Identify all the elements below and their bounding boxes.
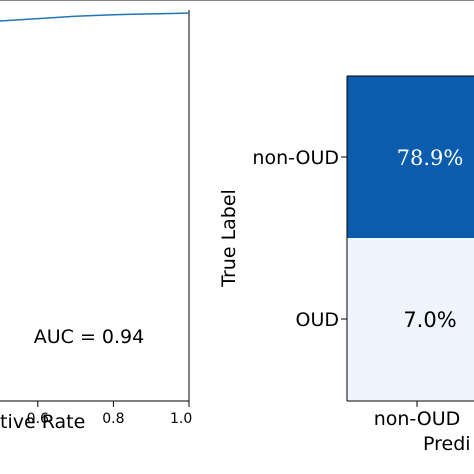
roc-x-ticks: 0.6 0.8 1.0 — [27, 401, 192, 427]
roc-chart: 0.6 0.8 1.0 AUC = 0.94 tive Rate — [0, 10, 192, 433]
cell-value-nonoud-nonoud: 78.9% — [397, 146, 464, 170]
roc-curve — [0, 12, 190, 22]
cm-x-axis-label: Predi — [423, 433, 471, 455]
cell-nonoud-nonoud — [347, 76, 474, 238]
row-label-nonoud: non-OUD — [252, 147, 339, 169]
roc-x-tick-label: 0.8 — [102, 411, 124, 427]
cell-oud-nonoud — [347, 238, 474, 400]
roc-x-tick-label: 0.6 — [27, 411, 49, 427]
confusion-matrix: non-OUD OUD non-OUD Predi True Label 78.… — [218, 75, 474, 455]
col-label-nonoud: non-OUD — [374, 408, 461, 430]
cm-y-axis-label: True Label — [218, 189, 240, 288]
auc-annotation: AUC = 0.94 — [34, 326, 144, 348]
row-label-oud: OUD — [296, 309, 340, 331]
image-top-border — [0, 0, 474, 1]
cell-value-oud-nonoud: 7.0% — [403, 308, 456, 332]
roc-x-axis-label: tive Rate — [0, 411, 85, 433]
roc-x-tick-label: 1.0 — [170, 411, 192, 427]
